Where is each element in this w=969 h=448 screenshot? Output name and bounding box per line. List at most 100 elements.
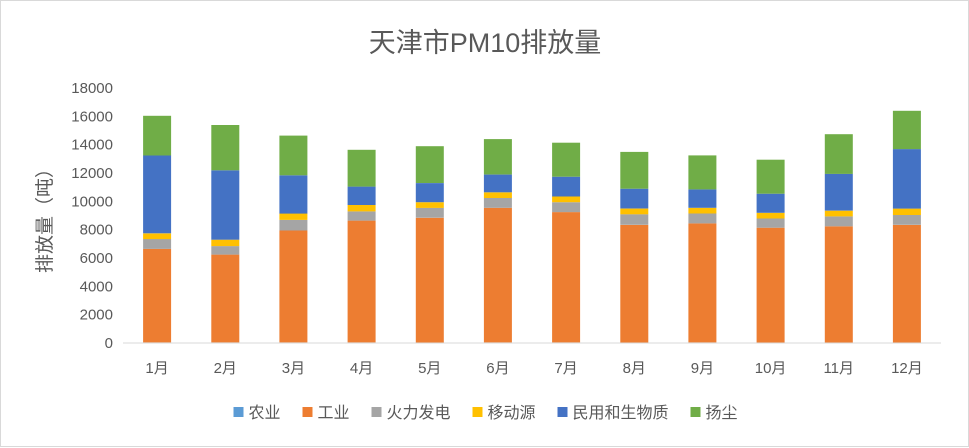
bar-segment — [143, 233, 172, 240]
bar-segment — [756, 227, 785, 343]
y-tick-label: 12000 — [71, 165, 113, 182]
bar-segment — [211, 170, 240, 240]
x-tick-label: 1月 — [145, 360, 168, 377]
legend-label: 移动源 — [488, 404, 536, 422]
bar-segment — [415, 217, 444, 343]
bar-segment — [824, 226, 853, 343]
bar-segment — [756, 159, 785, 194]
bar-segment — [483, 192, 512, 198]
bar-segment — [892, 214, 921, 225]
legend-label: 火力发电 — [387, 404, 451, 422]
y-axis-label: 排放量（吨） — [34, 159, 56, 273]
bar-segment — [756, 212, 785, 219]
bar-segment — [211, 125, 240, 171]
bar-segment — [620, 151, 649, 189]
bar-segment — [347, 211, 376, 221]
bar-segment — [688, 223, 717, 343]
bar-segment — [620, 188, 649, 209]
bar-segment — [483, 174, 512, 193]
bar-segment — [415, 207, 444, 218]
bar-segment — [620, 214, 649, 225]
bar-segment — [143, 248, 172, 343]
legend: 农业 工业 火力发电 移动源 民用和生物质 扬尘 — [233, 404, 738, 422]
legend-swatch — [472, 407, 483, 417]
bar-segment — [892, 208, 921, 215]
legend-label: 农业 — [249, 404, 281, 422]
bar-segment — [279, 230, 308, 343]
y-tick-label: 14000 — [71, 137, 113, 154]
bar-segment — [688, 155, 717, 190]
bar-segment — [347, 149, 376, 187]
x-tick-label: 3月 — [282, 360, 305, 377]
bar-segment — [415, 183, 444, 203]
bar-segment — [892, 110, 921, 150]
y-tick-label: 0 — [105, 335, 113, 352]
bar-segment — [688, 189, 717, 208]
y-tick-label: 6000 — [80, 250, 113, 267]
bar-segment — [143, 155, 172, 234]
bar-segment — [620, 224, 649, 343]
legend-swatch — [557, 407, 568, 417]
bar-segment — [483, 197, 512, 208]
bar-segment — [552, 142, 581, 177]
chart-title: 天津市PM10排放量 — [369, 28, 602, 58]
bar-segment — [756, 218, 785, 228]
bar-segment — [824, 134, 853, 174]
bar-segment — [483, 207, 512, 343]
bar-segment — [279, 219, 308, 231]
x-tick-label: 10月 — [755, 360, 787, 377]
bar-segment — [279, 175, 308, 214]
bar-segment — [688, 213, 717, 224]
x-tick-label: 6月 — [486, 360, 509, 377]
bar-segment — [552, 212, 581, 343]
x-tick-label: 8月 — [623, 360, 646, 377]
bar-segment — [824, 216, 853, 227]
bar-segment — [347, 186, 376, 205]
legend-swatch — [302, 407, 313, 417]
y-axis-ticks: 0 2000 4000 6000 8000 10000 12000 14000 16000 180… — [71, 80, 113, 352]
bar-segment — [415, 202, 444, 208]
bar-segment — [756, 193, 785, 213]
y-tick-label: 8000 — [80, 222, 113, 239]
bar-segment — [211, 239, 240, 247]
bar-segment — [892, 149, 921, 209]
bar-segment — [211, 254, 240, 343]
bar-segment — [552, 196, 581, 203]
legend-label: 扬尘 — [706, 404, 738, 422]
bar-segment — [824, 173, 853, 211]
bar-segment — [347, 220, 376, 343]
bar-segment — [211, 246, 240, 255]
x-tick-label: 7月 — [554, 360, 577, 377]
bar-segment — [143, 115, 172, 156]
x-tick-label: 2月 — [214, 360, 237, 377]
y-tick-label: 16000 — [71, 108, 113, 125]
y-tick-label: 10000 — [71, 193, 113, 210]
bar-segment — [552, 176, 581, 197]
legend-swatch — [690, 407, 701, 417]
x-tick-label: 9月 — [691, 360, 714, 377]
bar-segment — [347, 205, 376, 212]
y-tick-label: 4000 — [80, 278, 113, 295]
y-tick-label: 2000 — [80, 307, 113, 324]
legend-swatch — [233, 407, 244, 417]
bar-segment — [143, 239, 172, 249]
y-tick-label: 18000 — [71, 80, 113, 97]
x-tick-label: 11月 — [823, 360, 854, 377]
legend-label: 工业 — [318, 404, 350, 422]
legend-swatch — [371, 407, 382, 417]
bar-segment — [415, 146, 444, 183]
x-axis-ticks: 1月 2月 3月 4月 5月 6月 7月 8月 9月 10月 11月 12月 — [145, 360, 922, 377]
bars — [143, 110, 921, 343]
legend-label: 民用和生物质 — [573, 404, 669, 422]
bar-segment — [279, 135, 308, 176]
bar-segment — [620, 208, 649, 215]
bar-segment — [824, 210, 853, 217]
bar-segment — [483, 139, 512, 175]
x-tick-label: 12月 — [891, 360, 923, 377]
bar-segment — [688, 207, 717, 214]
bar-segment — [892, 224, 921, 343]
bar-segment — [552, 202, 581, 213]
bar-segment — [279, 213, 308, 220]
